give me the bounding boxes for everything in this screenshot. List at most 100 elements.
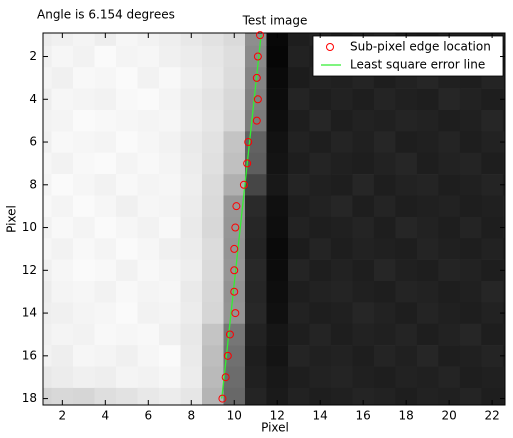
- pixel: [460, 367, 482, 389]
- pixel: [417, 324, 439, 346]
- pixel: [52, 131, 74, 153]
- pixel: [159, 217, 181, 239]
- pixel: [159, 324, 181, 346]
- pixel: [116, 302, 138, 324]
- pixel: [73, 110, 95, 132]
- pixel: [288, 260, 310, 282]
- pixel: [374, 367, 396, 389]
- pixel: [460, 238, 482, 260]
- pixel: [417, 260, 439, 282]
- pixel: [438, 89, 460, 111]
- pixel: [245, 281, 267, 303]
- pixel: [116, 46, 138, 68]
- pixel: [417, 345, 439, 367]
- pixel: [417, 238, 439, 260]
- pixel: [331, 260, 353, 282]
- pixel: [245, 195, 267, 217]
- pixel: [95, 302, 117, 324]
- y-tick-label: 2: [29, 49, 37, 63]
- pixel: [116, 324, 138, 346]
- pixel: [52, 46, 74, 68]
- x-tick-label: 10: [227, 409, 242, 423]
- pixel: [30, 238, 52, 260]
- pixel: [224, 388, 246, 410]
- pixel: [52, 174, 74, 196]
- pixel: [352, 131, 374, 153]
- pixel: [417, 89, 439, 111]
- y-tick-label: 6: [29, 135, 37, 149]
- y-tick-label: 4: [29, 92, 37, 106]
- pixel: [438, 174, 460, 196]
- pixel: [374, 195, 396, 217]
- pixel: [503, 195, 513, 217]
- pixel: [73, 89, 95, 111]
- pixel: [138, 281, 160, 303]
- pixel: [181, 388, 203, 410]
- pixel: [73, 46, 95, 68]
- pixel: [245, 260, 267, 282]
- pixel: [52, 302, 74, 324]
- pixel: [181, 67, 203, 89]
- pixel: [202, 195, 224, 217]
- pixel: [202, 388, 224, 410]
- pixel: [30, 110, 52, 132]
- pixel: [159, 281, 181, 303]
- pixel: [52, 345, 74, 367]
- y-tick-label: 10: [22, 220, 37, 234]
- pixel: [395, 89, 417, 111]
- pixel: [481, 281, 503, 303]
- pixel: [395, 260, 417, 282]
- pixel: [138, 217, 160, 239]
- pixel: [331, 345, 353, 367]
- pixel: [116, 238, 138, 260]
- pixel: [288, 89, 310, 111]
- pixel: [481, 131, 503, 153]
- x-tick-label: 12: [270, 409, 285, 423]
- pixel: [503, 324, 513, 346]
- pixel: [288, 46, 310, 68]
- pixel: [95, 281, 117, 303]
- pixel: [395, 281, 417, 303]
- pixel: [159, 367, 181, 389]
- pixel: [30, 195, 52, 217]
- pixel: [481, 367, 503, 389]
- pixel: [224, 89, 246, 111]
- pixel: [138, 367, 160, 389]
- pixel: [52, 89, 74, 111]
- pixel: [73, 367, 95, 389]
- pixel: [309, 153, 331, 175]
- pixel: [159, 131, 181, 153]
- pixel: [288, 281, 310, 303]
- pixel: [116, 195, 138, 217]
- pixel: [159, 110, 181, 132]
- pixel: [395, 238, 417, 260]
- pixel: [159, 345, 181, 367]
- pixel: [438, 110, 460, 132]
- pixel: [266, 110, 288, 132]
- pixel: [395, 217, 417, 239]
- pixel: [245, 302, 267, 324]
- pixel: [417, 153, 439, 175]
- pixel: [30, 67, 52, 89]
- pixel: [73, 153, 95, 175]
- pixel: [181, 131, 203, 153]
- pixel: [266, 217, 288, 239]
- pixel: [460, 89, 482, 111]
- pixel: [309, 324, 331, 346]
- pixel: [181, 153, 203, 175]
- pixel: [352, 174, 374, 196]
- pixel: [395, 195, 417, 217]
- pixel: [288, 217, 310, 239]
- pixel: [352, 238, 374, 260]
- pixel: [266, 67, 288, 89]
- pixel: [266, 174, 288, 196]
- pixel: [245, 345, 267, 367]
- pixel: [374, 345, 396, 367]
- pixel: [503, 238, 513, 260]
- pixel: [95, 388, 117, 410]
- pixel: [288, 174, 310, 196]
- pixel: [224, 67, 246, 89]
- pixel: [138, 46, 160, 68]
- pixel: [181, 367, 203, 389]
- pixel: [266, 388, 288, 410]
